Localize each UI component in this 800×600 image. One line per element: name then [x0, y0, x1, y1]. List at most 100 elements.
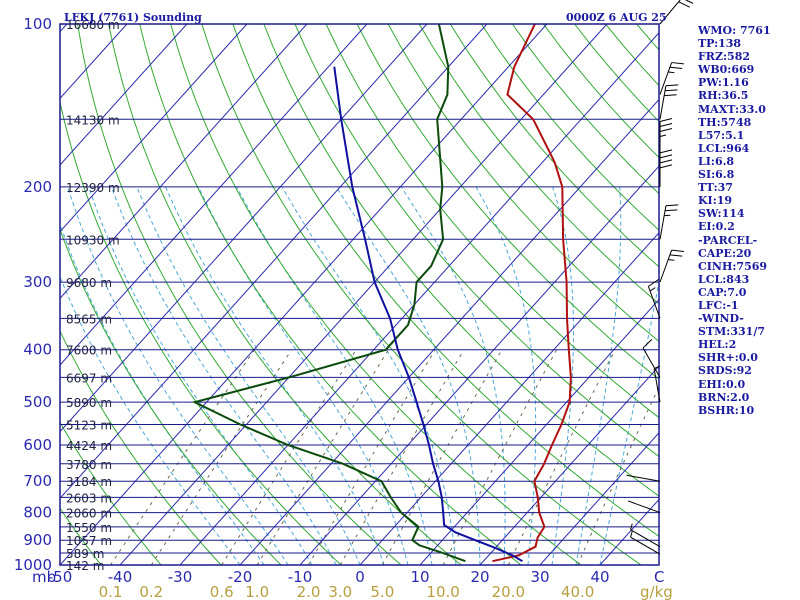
wind-barb — [659, 249, 684, 283]
isotherm — [60, 24, 428, 433]
mixing-ratio-tick-label: 5.0 — [370, 583, 394, 600]
isotherms — [60, 24, 659, 565]
isotherm — [239, 98, 659, 565]
isotherm — [60, 24, 188, 166]
index-item: TP:138 — [698, 37, 742, 51]
height-label: 9680 m — [66, 276, 112, 290]
index-item: HEL:2 — [698, 338, 737, 352]
height-label: 2060 m — [66, 507, 112, 521]
isotherm — [60, 24, 488, 500]
height-label: 3780 m — [66, 458, 112, 472]
index-item: CINH:7569 — [698, 259, 768, 273]
wind-barb — [659, 0, 694, 25]
temperature-tick-label: -10 — [288, 568, 313, 586]
wind-barb — [642, 338, 661, 378]
parcel-trace — [333, 66, 523, 563]
temperature-tick-label: -50 — [48, 568, 73, 586]
pressure-tick-label: 300 — [23, 273, 52, 291]
index-item: SI:6.8 — [698, 168, 735, 182]
height-label: 16680 m — [66, 18, 120, 32]
pressure-tick-label: 200 — [23, 178, 52, 196]
temperature-trace — [492, 24, 572, 563]
sounding-indices: WMO: 7761 TP:138 FRZ:582 WB0:669 PW:1.16 RH:3… — [698, 24, 798, 417]
dewpoint-trace — [191, 24, 466, 563]
temperature-tick-label: 40 — [590, 568, 609, 586]
index-item: MAXT:33.0 — [698, 102, 766, 116]
index-item: KI:19 — [698, 194, 733, 208]
pressure-tick-label: 600 — [23, 436, 52, 454]
index-item: BSHR:10 — [698, 403, 755, 417]
isotherm — [60, 24, 308, 300]
isotherm — [119, 24, 608, 565]
height-label: 2603 m — [66, 491, 112, 505]
temperature-tick-label: 30 — [530, 568, 549, 586]
temperature-tick-label: 20 — [470, 568, 489, 586]
isobars — [60, 24, 659, 565]
height-label: 6697 m — [66, 371, 112, 385]
mixing-ratio-unit-label: g/kg — [640, 583, 673, 600]
index-item: RH:36.5 — [698, 89, 749, 103]
index-item: LCL:843 — [698, 272, 750, 286]
height-label: 589 m — [66, 547, 104, 561]
mixing-ratio-tick-label: 20.0 — [492, 583, 525, 600]
pressure-tick-label: 1000 — [14, 556, 52, 574]
height-label: 10930 m — [66, 233, 120, 247]
height-label: 142 m — [66, 559, 104, 573]
wind-barb — [659, 149, 673, 187]
wind-barbs — [626, 0, 694, 555]
height-label: 1057 m — [66, 534, 112, 548]
isotherm — [179, 32, 659, 565]
mixing-ratio-tick-label: 3.0 — [328, 583, 352, 600]
wind-barb — [627, 500, 661, 514]
isotherm — [539, 432, 659, 565]
height-label: 5890 m — [66, 396, 112, 410]
mixing-ratio-tick-label: 0.6 — [210, 583, 234, 600]
moist-adiabat — [136, 186, 361, 565]
height-label: 7600 m — [66, 344, 112, 358]
height-label: 12390 m — [66, 181, 120, 195]
index-item: -PARCEL- — [698, 233, 758, 247]
index-item: BRN:2.0 — [698, 390, 750, 404]
height-label: 5123 m — [66, 419, 112, 433]
index-item: PW:1.16 — [698, 76, 749, 90]
mixing-ratio-tick-label: 1.0 — [245, 583, 269, 600]
temperature-tick-label: -40 — [108, 568, 133, 586]
pressure-tick-label: 400 — [23, 341, 52, 359]
mixing-ratio-tick-label: 0.2 — [139, 583, 163, 600]
wind-barb — [630, 531, 661, 555]
isotherm — [479, 365, 659, 565]
pressure-tick-label: 500 — [23, 393, 52, 411]
index-item: L57:5.1 — [698, 128, 745, 142]
wind-barb — [647, 279, 661, 319]
wind-barb — [659, 84, 679, 120]
isotherm — [60, 24, 548, 565]
mixing-ratio-tick-label: 0.1 — [99, 583, 123, 600]
index-item: STM:331/7 — [698, 325, 765, 339]
isotherm — [359, 232, 659, 565]
index-item: LI:6.8 — [698, 154, 735, 168]
wind-barb — [630, 523, 661, 548]
index-item: CAPE:20 — [698, 246, 752, 260]
pressure-tick-label: 100 — [23, 15, 52, 33]
index-item: LCL:964 — [698, 141, 750, 155]
mixing-ratio-tick-label: 10.0 — [426, 583, 459, 600]
wind-barb — [626, 474, 661, 482]
sounding-traces — [191, 24, 572, 563]
index-item: WMO: 7761 — [698, 24, 771, 37]
height-label: 14130 m — [66, 113, 120, 127]
chart-title: LFKJ (7761) Sounding — [64, 11, 202, 24]
height-label: 1550 m — [66, 521, 112, 535]
index-item: WB0:669 — [698, 63, 755, 77]
pressure-tick-label: 700 — [23, 472, 52, 490]
chart-time: 0000Z 6 AUG 25 — [566, 11, 667, 24]
moist-adiabat — [88, 186, 313, 565]
moist-adiabat — [236, 186, 433, 565]
height-label: 4424 m — [66, 439, 112, 453]
index-item: CAP:7.0 — [698, 285, 747, 299]
height-label: 8565 m — [66, 312, 112, 326]
temperature-tick-label: -20 — [228, 568, 253, 586]
index-item: EI:0.2 — [698, 220, 735, 234]
index-item: SRDS:92 — [698, 364, 752, 378]
